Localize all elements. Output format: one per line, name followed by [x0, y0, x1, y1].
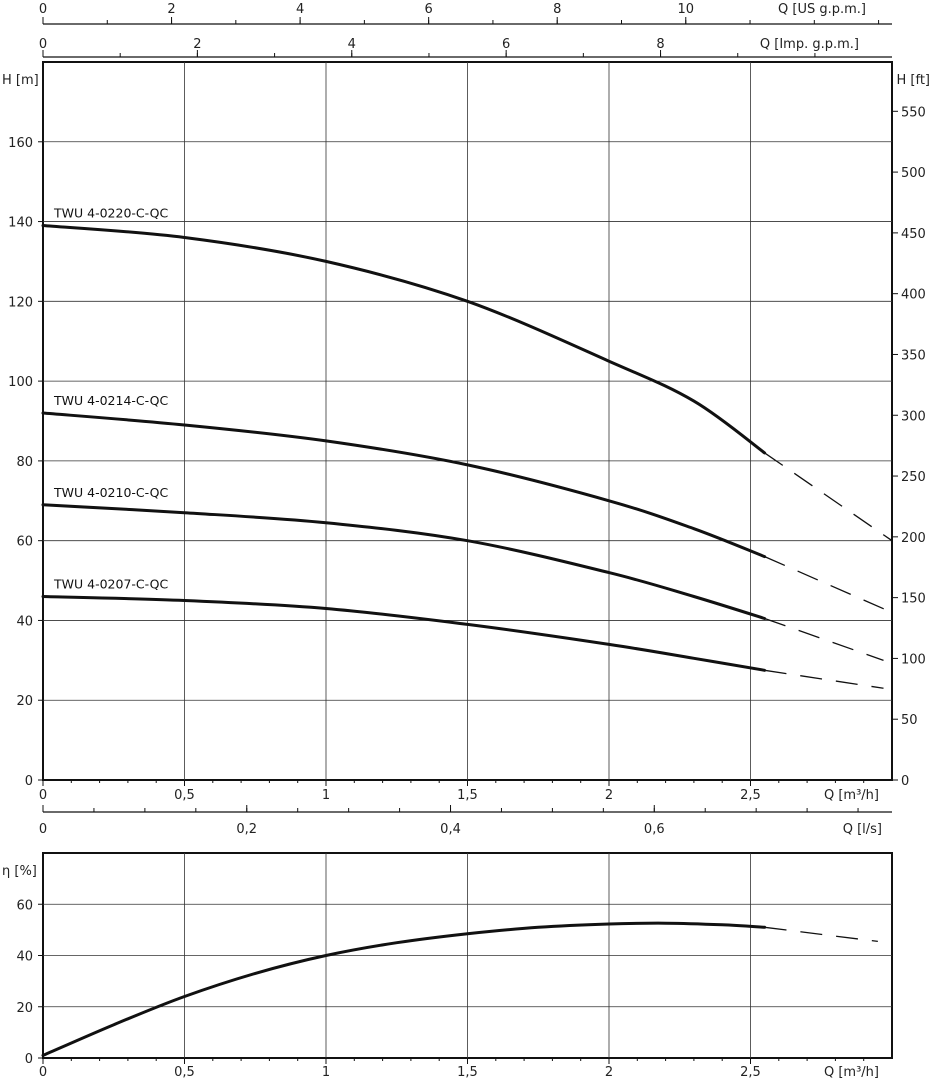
head-curve-1	[41, 411, 767, 559]
eff-x-tick-label: 0,5	[174, 1065, 195, 1080]
secondary-tick-label: 10	[677, 2, 694, 17]
x-tick-label: 2,5	[740, 788, 761, 803]
series-label: TWU 4-0207-C-QC	[53, 577, 168, 592]
series-label: TWU 4-0220-C-QC	[53, 206, 168, 221]
y2-tick-label: 200	[901, 531, 926, 546]
x-tick-label: 0,5	[174, 788, 195, 803]
y2-tick-label: 350	[901, 348, 926, 363]
y2-tick-label: 500	[901, 166, 926, 181]
secondary-tick-label: 6	[425, 2, 433, 17]
secondary-tick-label: 0	[39, 37, 47, 52]
y-axis-label: H [m]	[2, 73, 39, 88]
eff-x-tick-label: 1	[322, 1065, 330, 1080]
y2-tick-label: 250	[901, 470, 926, 485]
secondary-tick-label: 8	[656, 37, 664, 52]
x-tick-label: 1,5	[457, 788, 478, 803]
y-tick-label: 100	[8, 375, 33, 390]
efficiency-curve	[41, 921, 767, 1057]
y-tick-label: 0	[25, 774, 33, 789]
head-curve-0	[41, 224, 767, 455]
y2-tick-label: 100	[901, 652, 926, 667]
eff-y-axis-label: η [%]	[2, 864, 37, 879]
x-axis-label: Q [m³/h]	[824, 788, 879, 803]
x-tick-label: 2	[605, 788, 613, 803]
efficiency-curve-extension	[764, 926, 878, 943]
eff-x-tick-label: 2	[605, 1065, 613, 1080]
y-tick-label: 120	[8, 295, 33, 310]
y2-axis-label: H [ft]	[897, 73, 931, 88]
secondary-tick-label: 6	[502, 37, 510, 52]
head-curve-3	[41, 595, 767, 672]
eff-x-tick-label: 2,5	[740, 1065, 761, 1080]
eff-x-axis-label: Q [m³/h]	[824, 1065, 879, 1080]
y2-tick-label: 550	[901, 105, 926, 120]
head-curve-extension-3	[764, 669, 884, 689]
y2-tick-label: 300	[901, 409, 926, 424]
eff-y-tick-label: 20	[16, 1001, 33, 1016]
eff-x-tick-label: 1,5	[457, 1065, 478, 1080]
eff-y-tick-label: 40	[16, 950, 33, 965]
y2-tick-label: 450	[901, 227, 926, 242]
y2-tick-label: 50	[901, 713, 918, 728]
secondary-tick-label: 4	[296, 2, 304, 17]
secondary-tick-label: 8	[553, 2, 561, 17]
secondary-tick-label: 4	[348, 37, 356, 52]
secondary-axis-label: Q [Imp. g.p.m.]	[760, 37, 859, 52]
y2-tick-label: 150	[901, 592, 926, 607]
y-tick-label: 60	[16, 535, 33, 550]
y-tick-label: 20	[16, 694, 33, 709]
head-curve-extension-1	[764, 556, 893, 614]
series-label: TWU 4-0210-C-QC	[53, 485, 168, 500]
eff-x-tick-label: 0	[39, 1065, 47, 1080]
secondary-tick-label: 2	[167, 2, 175, 17]
x-tick-label: 0	[39, 788, 47, 803]
eff-y-tick-label: 0	[25, 1052, 33, 1067]
head-curve-2	[41, 503, 767, 620]
y2-tick-label: 0	[901, 774, 909, 789]
secondary-tick-label: 0,2	[236, 822, 257, 837]
head-curve-extension-2	[764, 617, 884, 661]
y2-tick-label: 400	[901, 288, 926, 303]
secondary-axis-label: Q [US g.p.m.]	[778, 2, 866, 17]
y-tick-label: 40	[16, 614, 33, 629]
x-tick-label: 1	[322, 788, 330, 803]
secondary-tick-label: 0,6	[644, 822, 665, 837]
secondary-tick-label: 2	[193, 37, 201, 52]
secondary-tick-label: 0	[39, 2, 47, 17]
series-label: TWU 4-0214-C-QC	[53, 393, 168, 408]
secondary-axis-label: Q [l/s]	[843, 822, 882, 837]
y-tick-label: 160	[8, 136, 33, 151]
y-tick-label: 80	[16, 455, 33, 470]
secondary-tick-label: 0	[39, 822, 47, 837]
y-tick-label: 140	[8, 216, 33, 231]
secondary-tick-label: 0,4	[440, 822, 461, 837]
head-curve-extension-0	[764, 452, 893, 542]
eff-y-tick-label: 60	[16, 898, 33, 913]
